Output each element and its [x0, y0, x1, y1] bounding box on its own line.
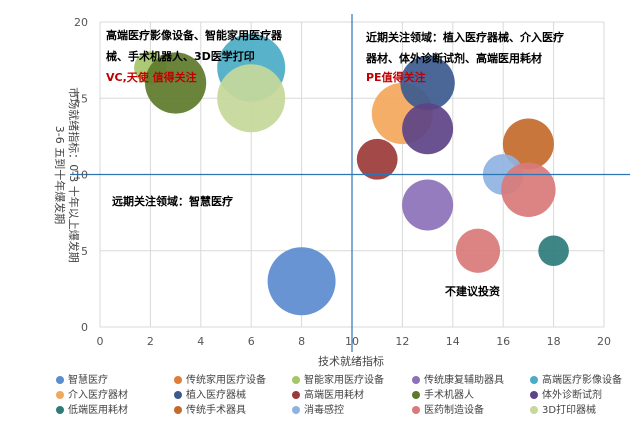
quadrant-top-left-text: 械、手术机器人、3D医学打印 [106, 49, 255, 63]
divider-layer [70, 14, 630, 352]
bubble-医药制造设备 [501, 162, 556, 217]
quadrant-top-left-investor: VC,天使 值得关注 [106, 70, 197, 84]
bubble-layer [134, 33, 569, 316]
legend-item: 介入医疗器材 [56, 390, 128, 402]
y-axis-title-line-2: 3-6 五到十年爆发期 [53, 126, 67, 224]
plot-area: 0 2 4 6 8 10 12 14 16 18 20 0 5 10 15 20 高端医疗影像设备、智能家用医… [53, 14, 630, 368]
x-tick-label: 20 [597, 335, 611, 348]
quadrant-top-right-text: 器材、体外诊断试剂、高端医用耗材 [365, 51, 542, 65]
legend-label: 智慧医疗 [68, 375, 108, 386]
legend-label: 传统康复辅助器具 [424, 375, 504, 386]
legend-item: 植入医疗器械 [174, 390, 246, 402]
legend-swatch [56, 376, 64, 384]
legend-item: 低端医用耗材 [56, 405, 128, 417]
tick-layer: 0 2 4 6 8 10 12 14 16 18 20 0 5 10 15 20 [74, 16, 611, 348]
bubble-医药制造设备 [455, 228, 501, 273]
x-tick-label: 2 [147, 335, 154, 348]
x-tick-label: 16 [496, 335, 510, 348]
legend-item: 手术机器人 [412, 390, 474, 402]
bubble-传统康复辅助器具 [402, 179, 454, 231]
bubble-智慧医疗 [267, 247, 336, 316]
legend-swatch [292, 406, 300, 414]
quadrant-bottom-left-text: 远期关注领域：智慧医疗 [112, 194, 233, 208]
legend-label: 3D打印器械 [542, 405, 597, 416]
legend-label: 植入医疗器械 [186, 390, 246, 401]
legend-item: 传统手术器具 [174, 405, 246, 417]
legend-label: 高端医疗影像设备 [542, 375, 622, 386]
bubble-手术机器人 [145, 52, 207, 114]
legend-swatch [292, 391, 300, 399]
legend-label: 高端医用耗材 [304, 390, 364, 401]
bubble-传统手术器具 [502, 118, 554, 170]
x-tick-label: 8 [298, 335, 305, 348]
legend-label: 传统家用医疗设备 [186, 375, 266, 386]
legend-label: 介入医疗器材 [68, 390, 128, 401]
legend-swatch [56, 406, 64, 414]
bubble-低端医用耗材 [538, 235, 569, 267]
quadrant-bottom-right-text: 不建议投资 [445, 284, 500, 298]
y-tick-label: 10 [74, 169, 88, 182]
legend-label: 消毒感控 [304, 405, 344, 416]
legend-item: 3D打印器械 [530, 405, 596, 417]
y-axis-title: 市场就绪指标：0-3 十年以上爆发期 3-6 五到十年爆发期 [53, 87, 81, 262]
quadrant-top-left-text: 高端医疗影像设备、智能家用医疗器 [106, 28, 283, 42]
y-tick-label: 20 [74, 16, 88, 29]
legend-swatch [412, 391, 420, 399]
x-tick-label: 4 [197, 335, 204, 348]
legend-swatch [292, 376, 300, 384]
y-tick-label: 0 [81, 321, 88, 334]
bubble-体外诊断试剂 [402, 103, 454, 155]
legend-item: 高端医用耗材 [292, 390, 364, 402]
legend-swatch [530, 391, 538, 399]
legend-label: 医药制造设备 [424, 405, 484, 416]
x-tick-label: 0 [97, 335, 104, 348]
y-tick-label: 5 [81, 245, 88, 258]
legend-swatch [412, 406, 420, 414]
legend-swatch [412, 376, 420, 384]
legend-item: 智能家用医疗设备 [292, 375, 384, 387]
x-tick-label: 14 [446, 335, 460, 348]
bubble-植入医疗器械 [400, 55, 455, 111]
y-tick-label: 15 [74, 92, 88, 105]
legend-item: 智慧医疗 [56, 375, 108, 387]
legend-swatch [174, 391, 182, 399]
x-tick-label: 12 [395, 335, 409, 348]
x-axis-title: 技术就绪指标 [318, 354, 384, 368]
legend-swatch [174, 376, 182, 384]
legend-item: 传统康复辅助器具 [412, 375, 504, 387]
legend-item: 高端医疗影像设备 [530, 375, 622, 387]
quadrant-top-right-text: 近期关注领域：植入医疗器械、介入医疗 [366, 30, 564, 44]
legend-swatch [530, 406, 538, 414]
y-axis-title-line-1: 市场就绪指标：0-3 十年以上爆发期 [67, 87, 81, 262]
x-tick-label: 6 [248, 335, 255, 348]
legend-label: 体外诊断试剂 [542, 390, 602, 401]
legend-swatch [530, 376, 538, 384]
legend-item: 体外诊断试剂 [530, 390, 602, 402]
x-tick-label: 10 [345, 335, 359, 348]
legend-label: 低端医用耗材 [68, 405, 128, 416]
bubble-3D打印器械 [217, 64, 286, 133]
legend-swatch [174, 406, 182, 414]
legend-item: 传统家用医疗设备 [174, 375, 266, 387]
legend-item: 医药制造设备 [412, 405, 484, 417]
bubble-高端医用耗材 [356, 138, 398, 180]
x-tick-label: 18 [547, 335, 561, 348]
legend-swatch [56, 391, 64, 399]
legend-label: 智能家用医疗设备 [304, 375, 384, 386]
quadrant-top-right-investor: PE值得关注 [366, 70, 426, 84]
legend-label: 手术机器人 [424, 390, 474, 401]
legend-label: 传统手术器具 [186, 405, 246, 416]
legend-item: 消毒感控 [292, 405, 344, 417]
